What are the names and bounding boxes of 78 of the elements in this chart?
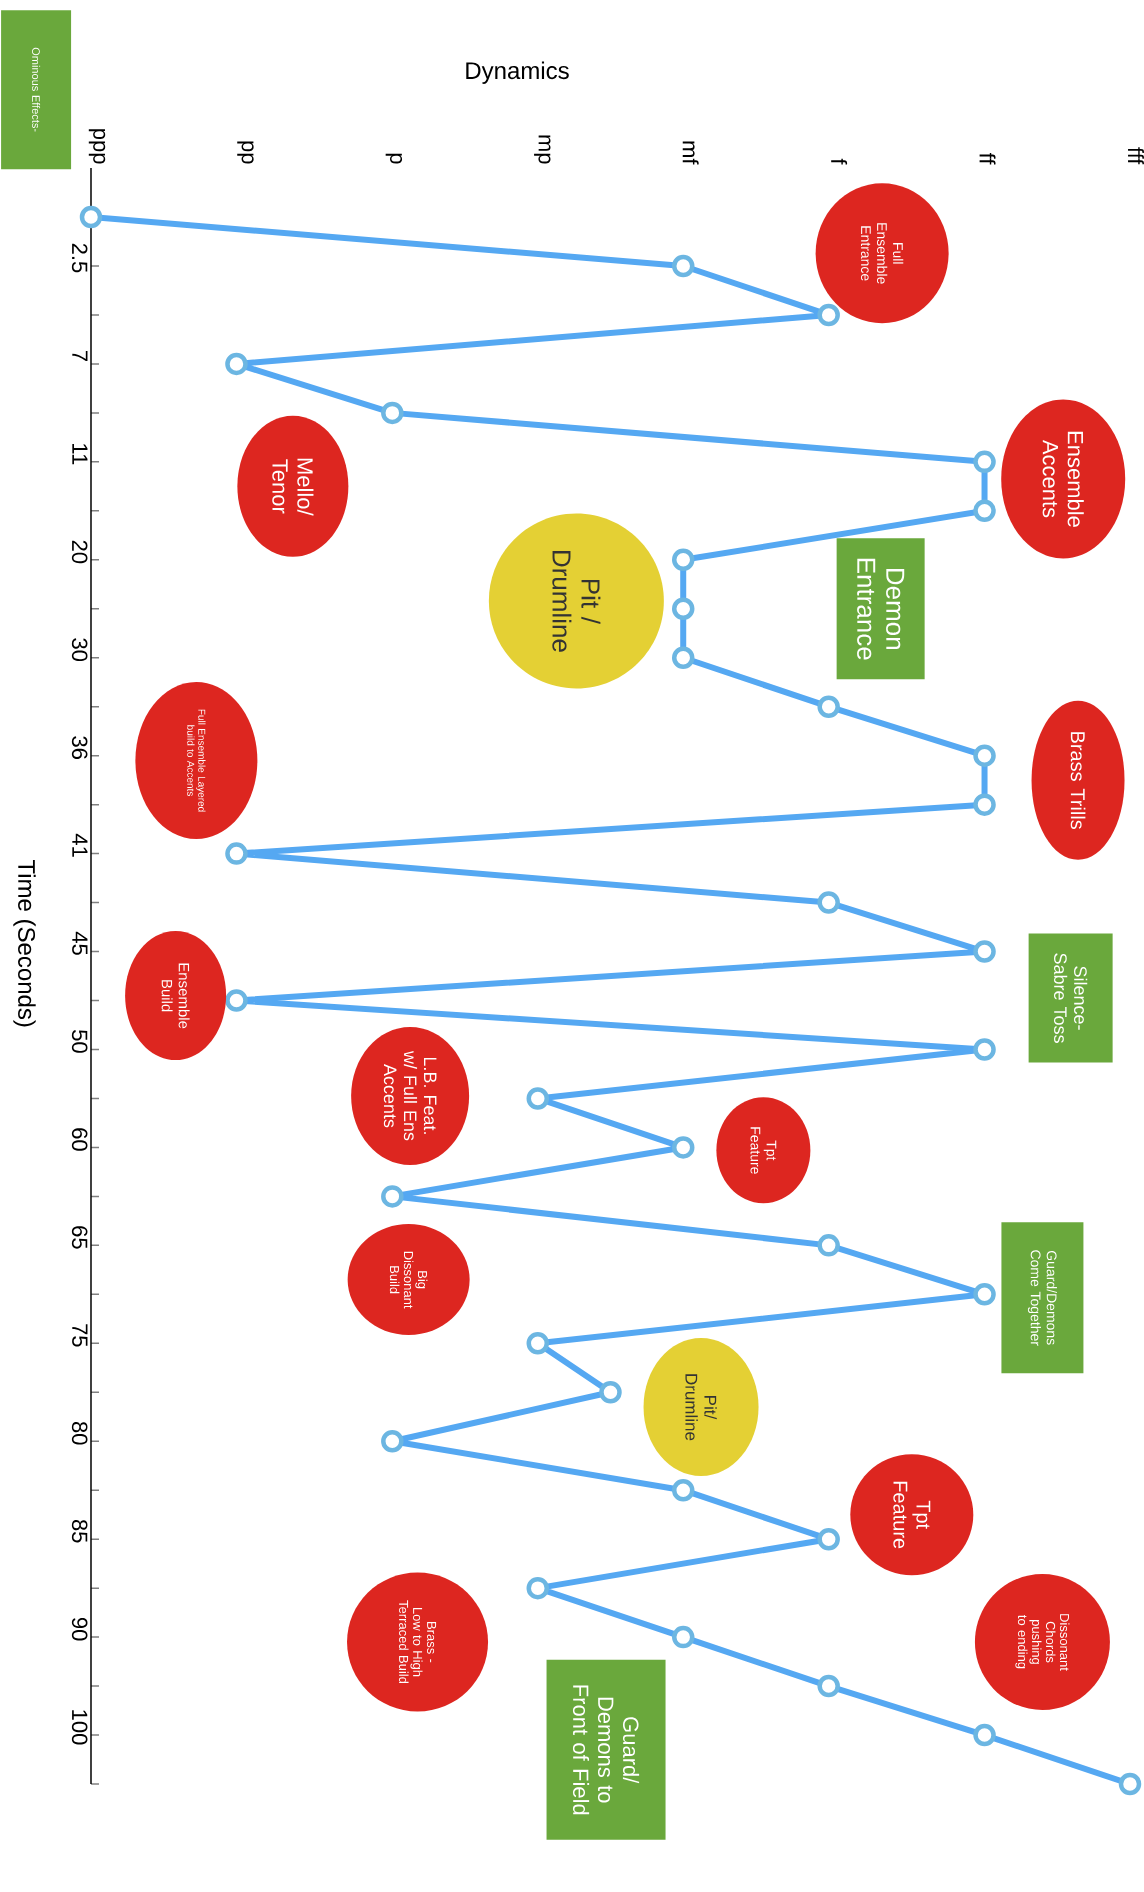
- point: [973, 940, 996, 963]
- text: ppp: [88, 129, 106, 164]
- annotation: Pit / Drumline: [552, 551, 601, 652]
- annotation: Pit/ Drumline: [685, 1374, 717, 1441]
- annotation: Full Ensemble Layered build to Accents: [187, 709, 206, 812]
- point: [817, 695, 840, 718]
- y-tick-label: 90: [71, 1617, 88, 1641]
- point: [381, 1185, 404, 1208]
- point: [671, 1136, 695, 1159]
- text: pp: [237, 141, 254, 164]
- point: [671, 548, 695, 572]
- y-tick-label: 30: [71, 638, 88, 662]
- point: [817, 891, 840, 914]
- point: [671, 597, 695, 621]
- text: mf: [682, 141, 699, 165]
- point: [973, 744, 996, 767]
- annotation: Mello/ Tenor: [272, 458, 314, 516]
- point: [526, 1087, 550, 1110]
- point: [671, 646, 695, 669]
- point: [1118, 1772, 1142, 1796]
- y-axis-title: Time (Seconds): [13, 859, 36, 1027]
- y-tick-label: 41: [72, 833, 88, 857]
- y-tick-label: 45: [72, 931, 88, 955]
- y-tick-label: 80: [71, 1421, 88, 1445]
- y-tick-label: 50: [71, 1030, 88, 1053]
- point: [526, 1332, 550, 1355]
- point: [225, 989, 248, 1012]
- annotation: Silence- Sabre Toss: [1054, 953, 1088, 1043]
- annotation: L.B. Feat. w/ Full Ens Accents: [383, 1050, 437, 1141]
- point: [817, 1674, 840, 1698]
- annotation: Guard/ Demons to Front of Field: [572, 1685, 640, 1815]
- annotation: Ensemble Accents: [1042, 431, 1084, 527]
- point: [973, 793, 996, 816]
- y-tick-label: 85: [71, 1519, 88, 1543]
- y-tick-label: 60: [71, 1128, 88, 1151]
- point: [599, 1381, 622, 1404]
- point: [381, 1429, 404, 1453]
- point: [526, 1576, 550, 1600]
- point: [973, 1283, 996, 1306]
- point: [817, 1527, 840, 1551]
- y-tick-label: 65: [71, 1226, 88, 1249]
- point: [973, 499, 996, 523]
- point: [671, 1625, 695, 1649]
- y-tick-label: 2.5: [71, 243, 88, 273]
- point: [79, 205, 103, 229]
- annotation: Dissonant Chords pushing to ending: [1015, 1614, 1070, 1671]
- point: [973, 1038, 996, 1061]
- point: [225, 352, 248, 376]
- annotation: Brass Trills: [1070, 732, 1086, 830]
- x-axis-title: Dynamics: [466, 61, 569, 84]
- point: [973, 1723, 996, 1747]
- point: [671, 254, 695, 278]
- text: Ominous Effects-: [32, 47, 41, 132]
- text: p: [385, 153, 403, 164]
- y-tick-label: 75: [72, 1324, 88, 1347]
- annotation: Tpt Feature: [893, 1481, 931, 1549]
- y-tick-label: 36: [71, 736, 88, 759]
- annotation: Guard/Demons Come Together: [1027, 1250, 1057, 1346]
- annotation: Tpt Feature: [750, 1127, 777, 1174]
- annotation: Brass - Low to High Terraced Build: [399, 1600, 437, 1684]
- y-tick-label: 100: [71, 1710, 88, 1745]
- point: [225, 842, 248, 865]
- annotation: Big Dissonant Build: [389, 1251, 428, 1309]
- y-tick-label: 7: [72, 350, 88, 361]
- text: mp: [534, 135, 551, 164]
- text: fff: [1128, 147, 1144, 165]
- point: [671, 1478, 695, 1502]
- point: [817, 303, 840, 327]
- point: [381, 401, 404, 425]
- annotation: Ensemble Build: [161, 963, 190, 1029]
- point: [817, 1234, 840, 1257]
- text: ff: [979, 152, 996, 165]
- text: f: [831, 158, 848, 165]
- annotation: Demon Entrance: [857, 558, 905, 660]
- y-tick-label: 11: [72, 444, 88, 465]
- y-tick-label: 20: [71, 540, 88, 564]
- annotation: Full Ensemble Entrance: [860, 223, 904, 284]
- point: [973, 450, 996, 474]
